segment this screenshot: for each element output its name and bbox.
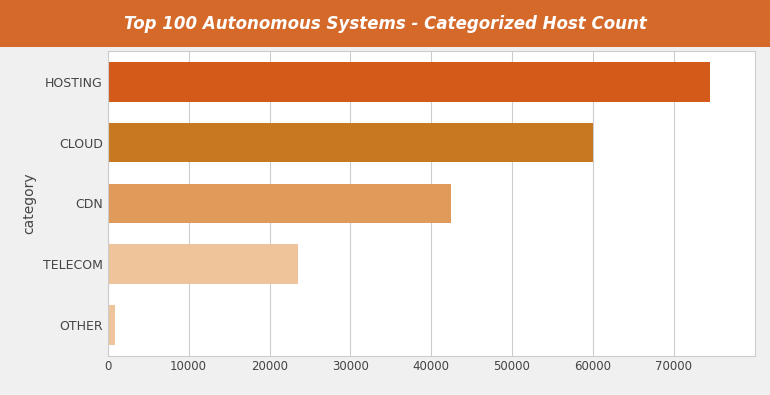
Text: Top 100 Autonomous Systems - Categorized Host Count: Top 100 Autonomous Systems - Categorized… xyxy=(123,15,647,33)
Bar xyxy=(108,245,298,284)
Bar xyxy=(108,184,451,223)
Bar xyxy=(108,123,593,162)
Y-axis label: category: category xyxy=(22,173,36,234)
Bar xyxy=(108,62,710,102)
Bar xyxy=(108,305,115,345)
